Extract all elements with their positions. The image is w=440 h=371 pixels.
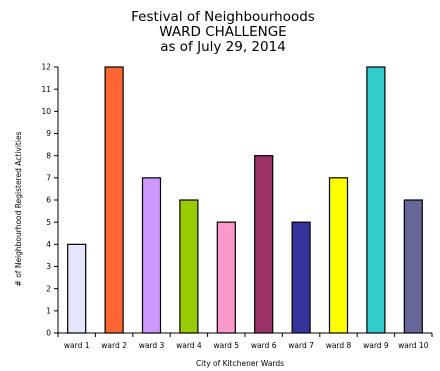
chart-title-line-2: WARD CHALLENGE — [159, 24, 286, 40]
bar-ward-9 — [366, 66, 386, 334]
y-tick-label: 2 — [46, 284, 51, 293]
bar-ward-1 — [67, 243, 87, 334]
x-tick-label: ward 7 — [288, 341, 314, 350]
bar-ward-2 — [104, 66, 124, 334]
bar-ward-8 — [328, 177, 349, 334]
y-tick-label: 11 — [41, 85, 51, 94]
y-tick-label: 7 — [46, 173, 51, 182]
bar-ward-5 — [216, 221, 236, 334]
x-tick-label: ward 1 — [64, 341, 90, 350]
x-tick-label: ward 6 — [251, 341, 277, 350]
x-tick-label: ward 8 — [326, 341, 352, 350]
chart-title: Festival of Neighbourhoods WARD CHALLENG… — [131, 9, 315, 55]
x-tick-label: ward 3 — [139, 341, 165, 350]
y-tick-label: 1 — [46, 306, 51, 315]
y-tick-label: 9 — [46, 129, 51, 138]
y-axis-label: # of Neighbourhood Registered Activities — [14, 131, 23, 286]
bar-ward-10 — [403, 199, 423, 334]
bar-ward-3 — [141, 177, 162, 334]
y-tick-label: 0 — [46, 329, 51, 338]
chart-title-line-1: Festival of Neighbourhoods — [131, 9, 315, 25]
y-tick-label: 8 — [46, 151, 51, 160]
y-tick-label: 4 — [46, 240, 51, 249]
x-axis-label: City of Kitchener Wards — [196, 359, 284, 368]
y-tick-label: 5 — [46, 218, 51, 227]
x-tick-label: ward 4 — [176, 341, 202, 350]
y-tick-label: 12 — [41, 63, 51, 72]
x-tick-label: ward 10 — [398, 341, 429, 350]
bar-ward-7 — [291, 221, 311, 334]
y-tick-label: 3 — [46, 262, 51, 271]
x-tick-label: ward 2 — [101, 341, 127, 350]
bar-ward-4 — [179, 199, 199, 334]
x-tick-label: ward 9 — [363, 341, 389, 350]
bar-ward-6 — [254, 155, 274, 334]
y-tick-label: 6 — [46, 196, 51, 205]
y-tick-label: 10 — [41, 107, 51, 116]
x-tick-label: ward 5 — [213, 341, 239, 350]
chart-title-line-3: as of July 29, 2014 — [160, 39, 286, 55]
